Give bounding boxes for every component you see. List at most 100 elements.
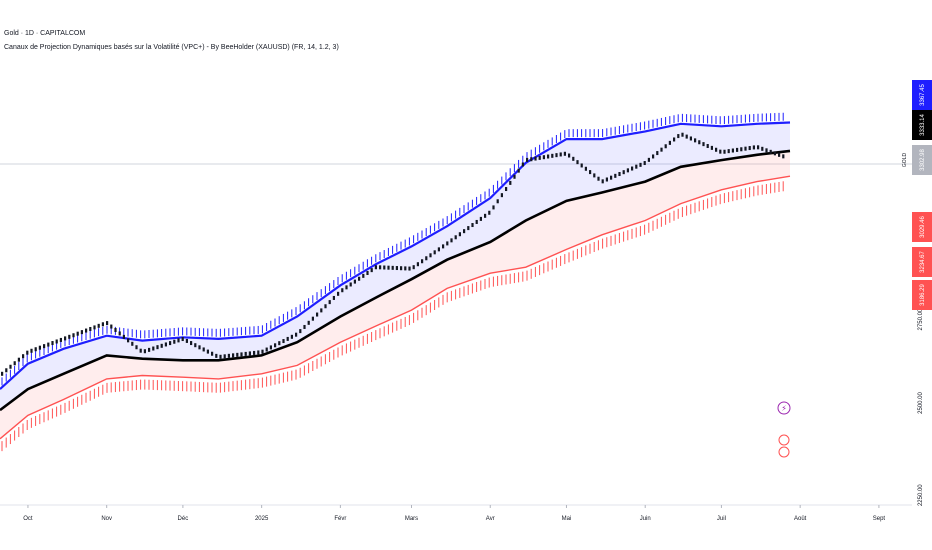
event-marker-glyph: ⚡ — [781, 404, 787, 413]
price-candle — [206, 349, 209, 354]
price-candle — [362, 273, 365, 278]
indicator-title: Canaux de Projection Dynamiques basés su… — [4, 44, 339, 51]
price-candle — [72, 333, 75, 338]
price-candle — [404, 266, 407, 271]
price-candle — [778, 152, 781, 157]
price-candle — [736, 147, 739, 152]
price-tag — [912, 110, 932, 140]
price-candle — [202, 347, 205, 352]
price-candle — [769, 149, 772, 154]
price-candle — [458, 232, 461, 237]
price-candle — [278, 341, 281, 346]
price-candle — [290, 334, 293, 339]
price-candle — [782, 154, 785, 159]
price-candle — [358, 276, 361, 281]
price-candle — [110, 324, 113, 329]
price-candle — [584, 166, 587, 171]
price-tag — [912, 145, 932, 175]
price-candle — [614, 173, 617, 178]
price-candle — [316, 312, 319, 317]
price-candle — [538, 155, 541, 160]
price-candle — [303, 324, 306, 329]
price-candle — [68, 334, 71, 339]
time-axis-label: 2025 — [255, 516, 269, 522]
time-axis-label: Févr — [334, 516, 346, 522]
time-axis-label: Juil — [717, 516, 726, 522]
price-candle — [719, 149, 722, 154]
price-candle — [248, 351, 251, 356]
price-candle — [673, 137, 676, 142]
price-candle — [492, 205, 495, 210]
price-candle — [652, 154, 655, 159]
price-candle — [731, 148, 734, 153]
price-candle — [85, 328, 88, 333]
dividend-marker-icon[interactable] — [778, 434, 790, 446]
price-candle — [748, 146, 751, 151]
price-candle — [509, 180, 512, 185]
price-candle — [530, 157, 533, 162]
price-candle — [496, 199, 499, 204]
price-candle — [43, 344, 46, 349]
price-candle — [505, 187, 508, 192]
price-candle — [34, 347, 37, 352]
price-tag-label: 3234.67 — [920, 251, 926, 273]
time-axis-label: Sept — [873, 516, 886, 522]
symbol-title: Gold · 1D · CAPITALCOM — [4, 30, 86, 37]
price-candle — [526, 157, 529, 162]
price-candle — [442, 244, 445, 249]
price-candle — [1, 371, 4, 376]
price-candle — [282, 339, 285, 344]
price-candle — [715, 147, 718, 152]
price-candle — [194, 343, 197, 348]
price-candle — [148, 347, 151, 352]
price-candle — [563, 151, 566, 156]
price-candle — [5, 368, 8, 373]
price-candle — [328, 300, 331, 305]
price-candle — [307, 320, 310, 325]
price-candle — [80, 330, 83, 335]
price-candle — [647, 157, 650, 162]
price-candle — [55, 339, 58, 344]
price-candle — [177, 338, 180, 343]
price-candle — [211, 351, 214, 356]
price-candle — [555, 153, 558, 158]
price-candle — [534, 156, 537, 161]
price-candle — [353, 279, 356, 284]
price-candle — [240, 352, 243, 357]
price-candle — [521, 162, 524, 167]
price-candle — [265, 347, 268, 352]
price-candle — [122, 334, 125, 339]
price-candle — [517, 168, 520, 173]
price-candle — [374, 265, 377, 270]
price-candle — [631, 166, 634, 171]
price-candle — [311, 316, 314, 321]
price-candle — [752, 145, 755, 150]
price-candle — [605, 177, 608, 182]
price-candle — [379, 265, 382, 270]
price-candle — [169, 341, 172, 346]
price-candle — [219, 354, 222, 359]
time-axis-label: Mars — [405, 516, 418, 522]
price-tag — [912, 247, 932, 277]
price-candle — [694, 138, 697, 143]
price-candle — [475, 219, 478, 224]
price-candle — [412, 265, 415, 270]
price-candle — [76, 331, 79, 336]
price-candle — [702, 142, 705, 147]
time-axis-label: Juin — [640, 516, 651, 522]
dividend-marker-icon[interactable] — [778, 446, 790, 458]
price-candle — [93, 325, 96, 330]
price-candle — [295, 332, 298, 337]
price-candle — [198, 345, 201, 350]
price-candle — [467, 226, 470, 231]
price-candle — [324, 304, 327, 309]
event-marker-icon[interactable] — [777, 401, 791, 415]
price-axis[interactable] — [912, 0, 932, 505]
price-candle — [551, 153, 554, 158]
price-candle — [660, 147, 663, 152]
price-candle — [9, 364, 12, 369]
price-candle — [257, 350, 260, 355]
price-tag-label: 3186.29 — [920, 284, 926, 306]
